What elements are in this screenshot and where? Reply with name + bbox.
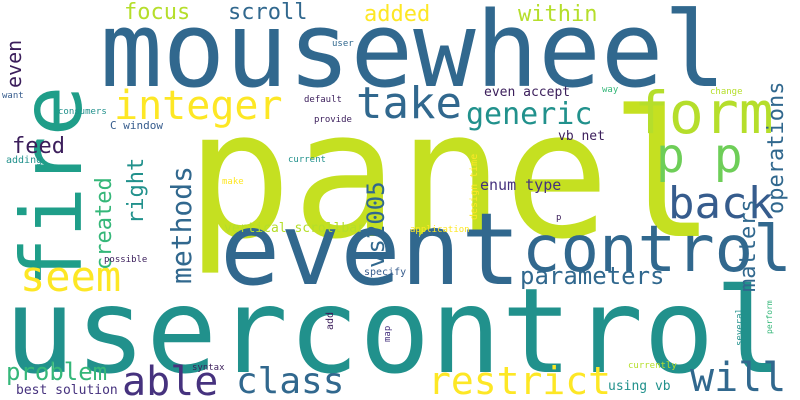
- word: seem: [20, 252, 122, 301]
- word: operations: [764, 81, 789, 214]
- word: adding: [6, 155, 43, 166]
- word: p p: [656, 128, 743, 184]
- word: problem: [6, 358, 108, 386]
- word: integer: [114, 83, 283, 129]
- word: syntax: [192, 363, 225, 373]
- word: best solution: [16, 383, 118, 398]
- word: methods: [165, 165, 198, 284]
- word: change: [710, 87, 743, 97]
- word: panel: [186, 73, 716, 278]
- word: type: [380, 363, 402, 373]
- word: restrict: [428, 359, 612, 400]
- word: able: [122, 359, 219, 400]
- word: even: [2, 39, 26, 88]
- word: specify: [364, 267, 407, 278]
- word: usercontrol: [4, 262, 786, 400]
- word: event: [220, 191, 522, 308]
- word: will: [690, 355, 787, 400]
- word: vs2005: [362, 181, 390, 268]
- word: form: [634, 79, 774, 147]
- word: currently: [628, 361, 677, 371]
- word: vb net: [558, 129, 605, 144]
- word: map: [383, 325, 393, 342]
- word: application: [410, 225, 470, 235]
- word: p: [556, 213, 562, 223]
- word: mousewheel: [100, 0, 727, 111]
- word: add: [325, 311, 336, 330]
- word: default: [304, 95, 342, 105]
- word: using vb: [608, 379, 671, 394]
- word: C window: [110, 119, 163, 132]
- word: scroll: [228, 0, 308, 25]
- word: provide: [314, 115, 352, 125]
- word: control: [522, 213, 792, 287]
- word: right: [124, 157, 149, 224]
- word: back: [668, 178, 774, 229]
- word: feed: [12, 134, 65, 159]
- word: matters: [736, 199, 761, 292]
- word: user: [332, 39, 354, 49]
- word: added: [364, 2, 431, 27]
- word: within: [518, 2, 598, 27]
- word: focus: [124, 0, 191, 25]
- word: want: [2, 91, 24, 101]
- word: current: [288, 155, 326, 165]
- word: class: [236, 361, 345, 400]
- word: design time: [469, 153, 480, 220]
- word: consumers: [58, 107, 107, 117]
- word: even accept: [484, 85, 571, 100]
- word: several: [735, 308, 745, 346]
- word: make: [222, 177, 244, 187]
- word: enum type: [480, 176, 562, 194]
- word: generic: [466, 97, 593, 132]
- word: parameters: [520, 262, 665, 290]
- word: perform: [765, 300, 774, 334]
- word: vertical scrollbar: [224, 221, 365, 236]
- word: possible: [104, 255, 148, 265]
- word: take: [356, 78, 462, 129]
- word: way: [602, 85, 619, 95]
